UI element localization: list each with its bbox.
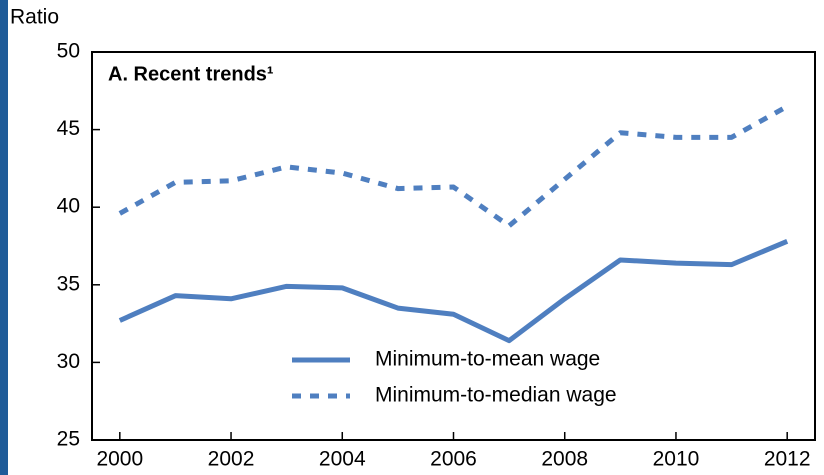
x-tick-label: 2008 [541,448,588,471]
x-tick-label: 2000 [96,448,143,471]
y-tick-label: 30 [57,350,80,373]
x-tick-label: 2012 [764,448,811,471]
y-axis-label: Ratio [10,6,59,29]
y-tick-label: 40 [57,195,80,218]
y-tick-label: 35 [57,272,80,295]
x-tick-label: 2002 [208,448,255,471]
line-series [118,104,789,229]
legend-label: Minimum-to-median wage [375,384,617,407]
y-tick-label: 45 [57,117,80,140]
legend-label: Minimum-to-mean wage [375,348,600,371]
y-tick-label: 25 [57,428,80,451]
y-tick-label: 50 [57,40,80,63]
chart-title: A. Recent trends¹ [108,63,274,85]
x-tick-label: 2004 [319,448,366,471]
plot-frame [91,51,816,441]
x-tick-label: 2006 [430,448,477,471]
x-tick-label: 2010 [653,448,700,471]
side-bar [0,0,8,475]
line-series [118,239,789,344]
